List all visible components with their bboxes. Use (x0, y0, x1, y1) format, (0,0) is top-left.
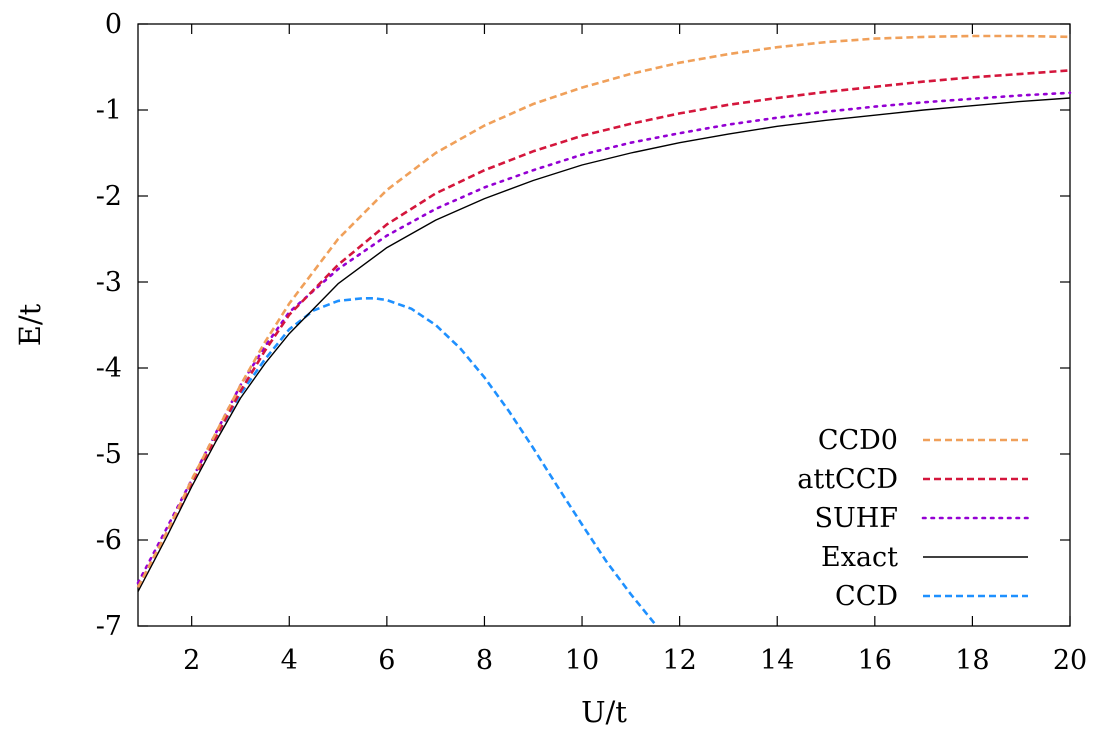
series-line-attccd (136, 69, 1071, 588)
y-tick-label: -5 (96, 439, 122, 470)
x-tick-label: 20 (1053, 645, 1087, 676)
x-tick-label: 6 (378, 645, 395, 676)
x-tick-label: 8 (476, 645, 493, 676)
legend-label-ccd0: CCD0 (818, 425, 898, 456)
y-tick-label: 0 (105, 9, 122, 40)
y-tick-label: -3 (96, 267, 122, 298)
legend: CCD0 attCCD SUHF Exact CCD (797, 425, 1030, 612)
x-tick-label: 18 (955, 645, 989, 676)
y-tick-label: -6 (96, 525, 122, 556)
y-axis-title: E/t (13, 303, 47, 346)
y-tick-label: -4 (96, 353, 122, 384)
legend-label-exact: Exact (821, 542, 898, 573)
x-tick-label: 14 (760, 645, 794, 676)
plot-frame (137, 23, 1071, 627)
legend-label-ccd: CCD (835, 581, 898, 612)
x-tick-label: 16 (858, 645, 892, 676)
axis-ticks (138, 23, 1071, 627)
y-tick-label: -2 (96, 181, 122, 212)
series-line-exact (137, 97, 1071, 592)
x-tick-label: 10 (565, 645, 599, 676)
y-tick-label: -7 (96, 611, 122, 642)
y-tick-label: -1 (96, 95, 122, 126)
series-line-ccd0 (136, 34, 1071, 588)
x-tick-label: 12 (662, 645, 696, 676)
x-tick-label: 2 (183, 645, 200, 676)
legend-label-attccd: attCCD (797, 464, 898, 495)
x-axis-title: U/t (581, 695, 627, 729)
x-tick-label: 4 (281, 645, 298, 676)
series-lines (136, 34, 1072, 626)
series-line-ccd (136, 297, 657, 626)
series-line-suhf (136, 91, 1072, 585)
legend-label-suhf: SUHF (814, 503, 898, 534)
tick-labels: 2 4 6 8 10 12 14 16 18 20 0 -1 -2 -3 -4 -5 -6 -7 (96, 9, 1087, 676)
